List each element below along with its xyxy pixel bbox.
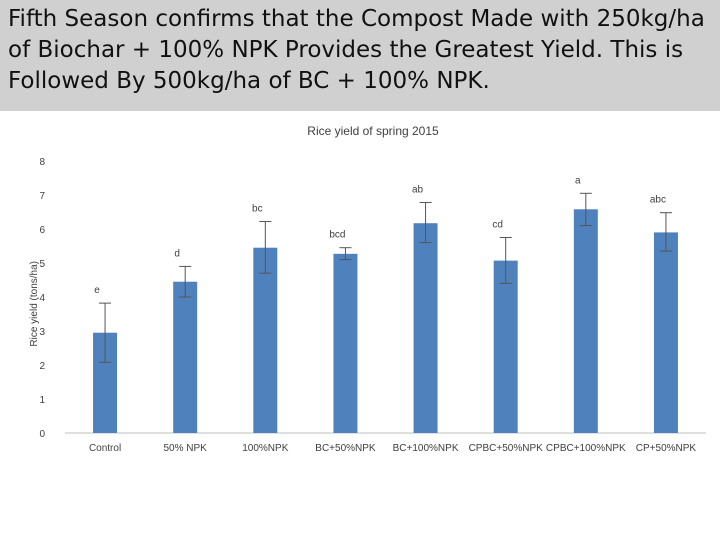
y-tick-label: 5 [39,259,45,270]
y-tick-label: 6 [39,225,45,236]
y-tick-label: 3 [39,327,45,338]
x-tick-label: Control [89,443,121,454]
bar [413,223,438,433]
y-tick-label: 0 [39,429,45,440]
significance-label: bc [252,204,263,215]
bar [653,232,678,433]
y-tick-label: 8 [39,157,45,168]
y-tick-label: 2 [39,361,45,372]
x-tick-label: CPBC+100%NPK [546,443,626,454]
x-tick-label: 50% NPK [164,443,208,454]
significance-label: ab [412,184,424,195]
slide-title: Fifth Season confirms that the Compost M… [8,6,705,94]
bar [493,260,518,433]
bar [253,247,278,433]
x-tick-label: CPBC+50%NPK [469,443,544,454]
significance-label: abc [650,195,666,206]
bar [333,253,358,433]
significance-label: a [575,175,581,186]
significance-label: e [94,285,100,296]
x-tick-label: CP+50%NPK [636,443,697,454]
chart-area: Rice yield of spring 2015 Rice yield (ton… [13,111,720,540]
x-tick-label: 100%NPK [242,443,288,454]
x-tick-label: BC+50%NPK [315,443,376,454]
y-tick-label: 4 [39,293,45,304]
significance-label: d [174,248,180,259]
slide-header: Fifth Season confirms that the Compost M… [0,0,720,111]
bar [173,281,198,433]
y-axis-label: Rice yield (tons/ha) [29,261,40,347]
significance-label: bcd [329,230,345,241]
bar-chart: Rice yield of spring 2015 Rice yield (ton… [29,124,706,454]
y-tick-label: 1 [39,395,45,406]
chart-title: Rice yield of spring 2015 [307,124,439,138]
y-tick-label: 7 [39,191,45,202]
significance-label: cd [492,220,503,231]
x-tick-label: BC+100%NPK [393,443,459,454]
bar [573,209,598,433]
